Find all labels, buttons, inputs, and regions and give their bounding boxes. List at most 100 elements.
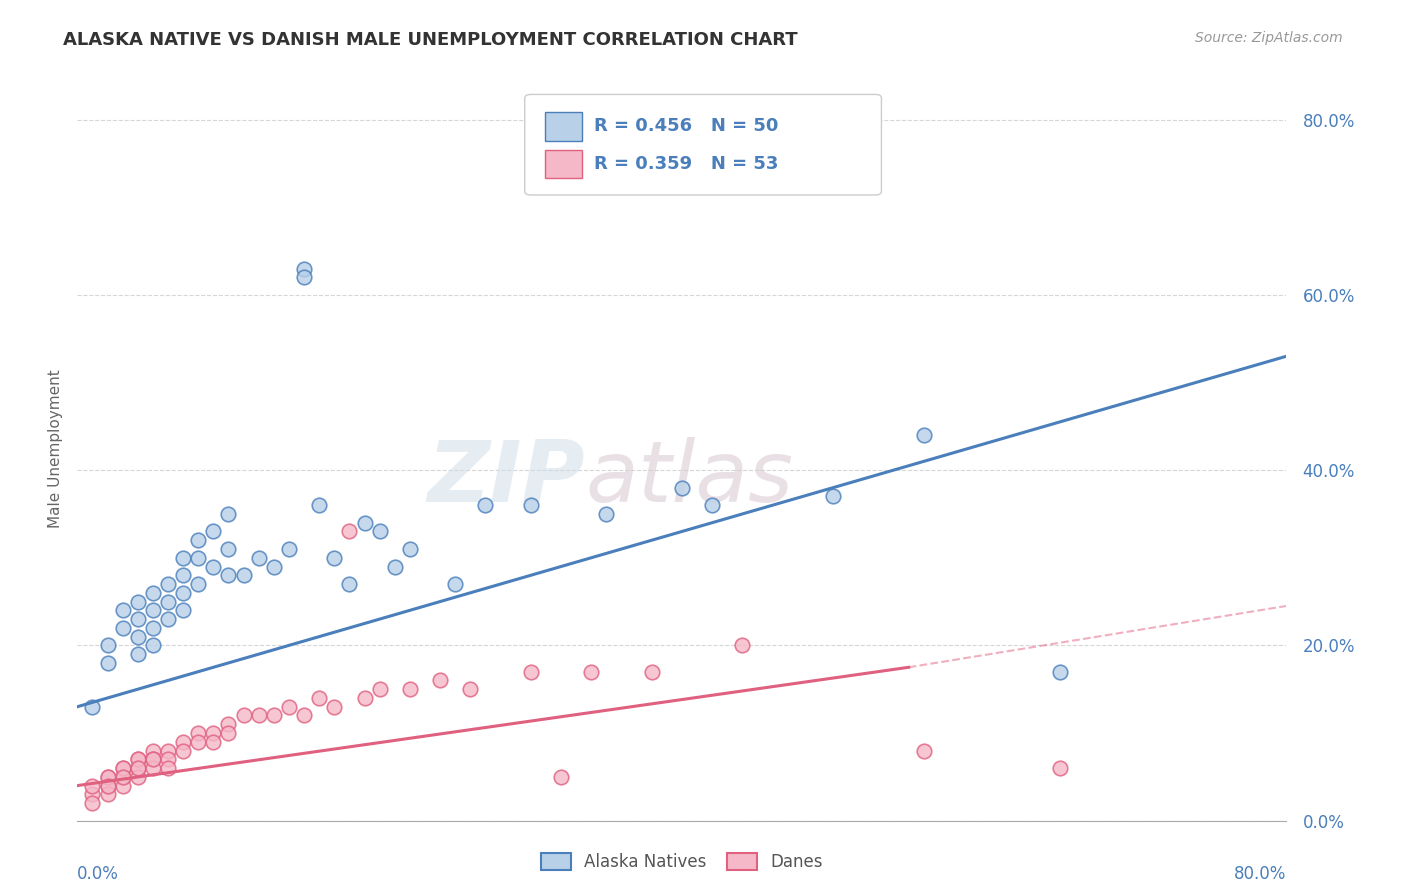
Text: R = 0.359   N = 53: R = 0.359 N = 53 (593, 154, 778, 173)
Point (595, 507, 617, 521)
Point (384, 559, 406, 574)
Point (474, 498, 496, 512)
Point (111, 770, 134, 784)
Point (353, 516, 375, 530)
Point (142, 761, 165, 775)
Point (142, 639, 165, 653)
Point (127, 594, 149, 608)
Point (127, 752, 149, 766)
Point (202, 524, 225, 539)
Point (202, 559, 225, 574)
Point (278, 541, 301, 556)
Point (82, 788, 104, 802)
Point (127, 612, 149, 626)
Point (172, 743, 194, 757)
Point (127, 647, 149, 661)
Point (157, 752, 180, 766)
Point (292, 261, 315, 276)
Point (111, 761, 134, 775)
Point (157, 594, 180, 608)
Point (641, 665, 664, 679)
Point (323, 699, 346, 714)
Point (187, 577, 209, 591)
Point (323, 550, 346, 565)
Point (96, 770, 118, 784)
Point (337, 524, 360, 539)
Point (232, 568, 254, 582)
Point (96, 779, 118, 793)
Point (308, 498, 330, 512)
Text: R = 0.456   N = 50: R = 0.456 N = 50 (593, 118, 778, 136)
Point (111, 770, 134, 784)
Text: ALASKA NATIVE VS DANISH MALE UNEMPLOYMENT CORRELATION CHART: ALASKA NATIVE VS DANISH MALE UNEMPLOYMEN… (63, 31, 797, 49)
Point (292, 708, 315, 723)
Text: 0.0%: 0.0% (77, 865, 120, 883)
Text: ZIP: ZIP (427, 436, 585, 519)
Point (172, 568, 194, 582)
Point (127, 630, 149, 644)
Point (368, 682, 391, 697)
Point (263, 708, 285, 723)
Point (187, 726, 209, 740)
Point (82, 796, 104, 810)
Point (912, 428, 935, 442)
Point (142, 752, 165, 766)
Point (702, 498, 724, 512)
Point (1049, 761, 1071, 775)
Point (671, 481, 693, 495)
Point (1049, 665, 1071, 679)
Point (202, 726, 225, 740)
Point (96, 656, 118, 670)
Point (82, 779, 104, 793)
Point (187, 550, 209, 565)
Point (202, 735, 225, 749)
Point (127, 770, 149, 784)
Point (263, 559, 285, 574)
Point (232, 708, 254, 723)
Point (429, 673, 451, 688)
Point (96, 788, 118, 802)
Point (111, 603, 134, 617)
Point (172, 550, 194, 565)
Point (292, 270, 315, 285)
Point (111, 621, 134, 635)
Point (353, 690, 375, 705)
Point (218, 726, 240, 740)
Legend: Alaska Natives, Danes: Alaska Natives, Danes (533, 845, 831, 880)
Text: atlas: atlas (585, 436, 793, 519)
Point (912, 743, 935, 757)
Point (96, 779, 118, 793)
Point (82, 699, 104, 714)
Point (399, 682, 422, 697)
FancyBboxPatch shape (546, 112, 582, 141)
Point (127, 752, 149, 766)
Point (157, 743, 180, 757)
Point (157, 577, 180, 591)
Point (111, 779, 134, 793)
Point (821, 490, 844, 504)
Point (308, 690, 330, 705)
Point (218, 541, 240, 556)
Y-axis label: Male Unemployment: Male Unemployment (48, 369, 63, 527)
Point (96, 770, 118, 784)
Point (278, 699, 301, 714)
Point (550, 770, 572, 784)
Point (520, 498, 543, 512)
FancyBboxPatch shape (546, 150, 582, 178)
Text: 80.0%: 80.0% (1234, 865, 1286, 883)
Point (187, 533, 209, 548)
Point (157, 612, 180, 626)
Point (127, 761, 149, 775)
Point (731, 639, 754, 653)
FancyBboxPatch shape (524, 95, 882, 195)
Point (368, 524, 391, 539)
Point (172, 735, 194, 749)
Point (218, 717, 240, 731)
Point (458, 682, 481, 697)
Point (96, 639, 118, 653)
Point (127, 761, 149, 775)
Point (157, 761, 180, 775)
Point (218, 568, 240, 582)
Point (142, 603, 165, 617)
Point (247, 708, 270, 723)
